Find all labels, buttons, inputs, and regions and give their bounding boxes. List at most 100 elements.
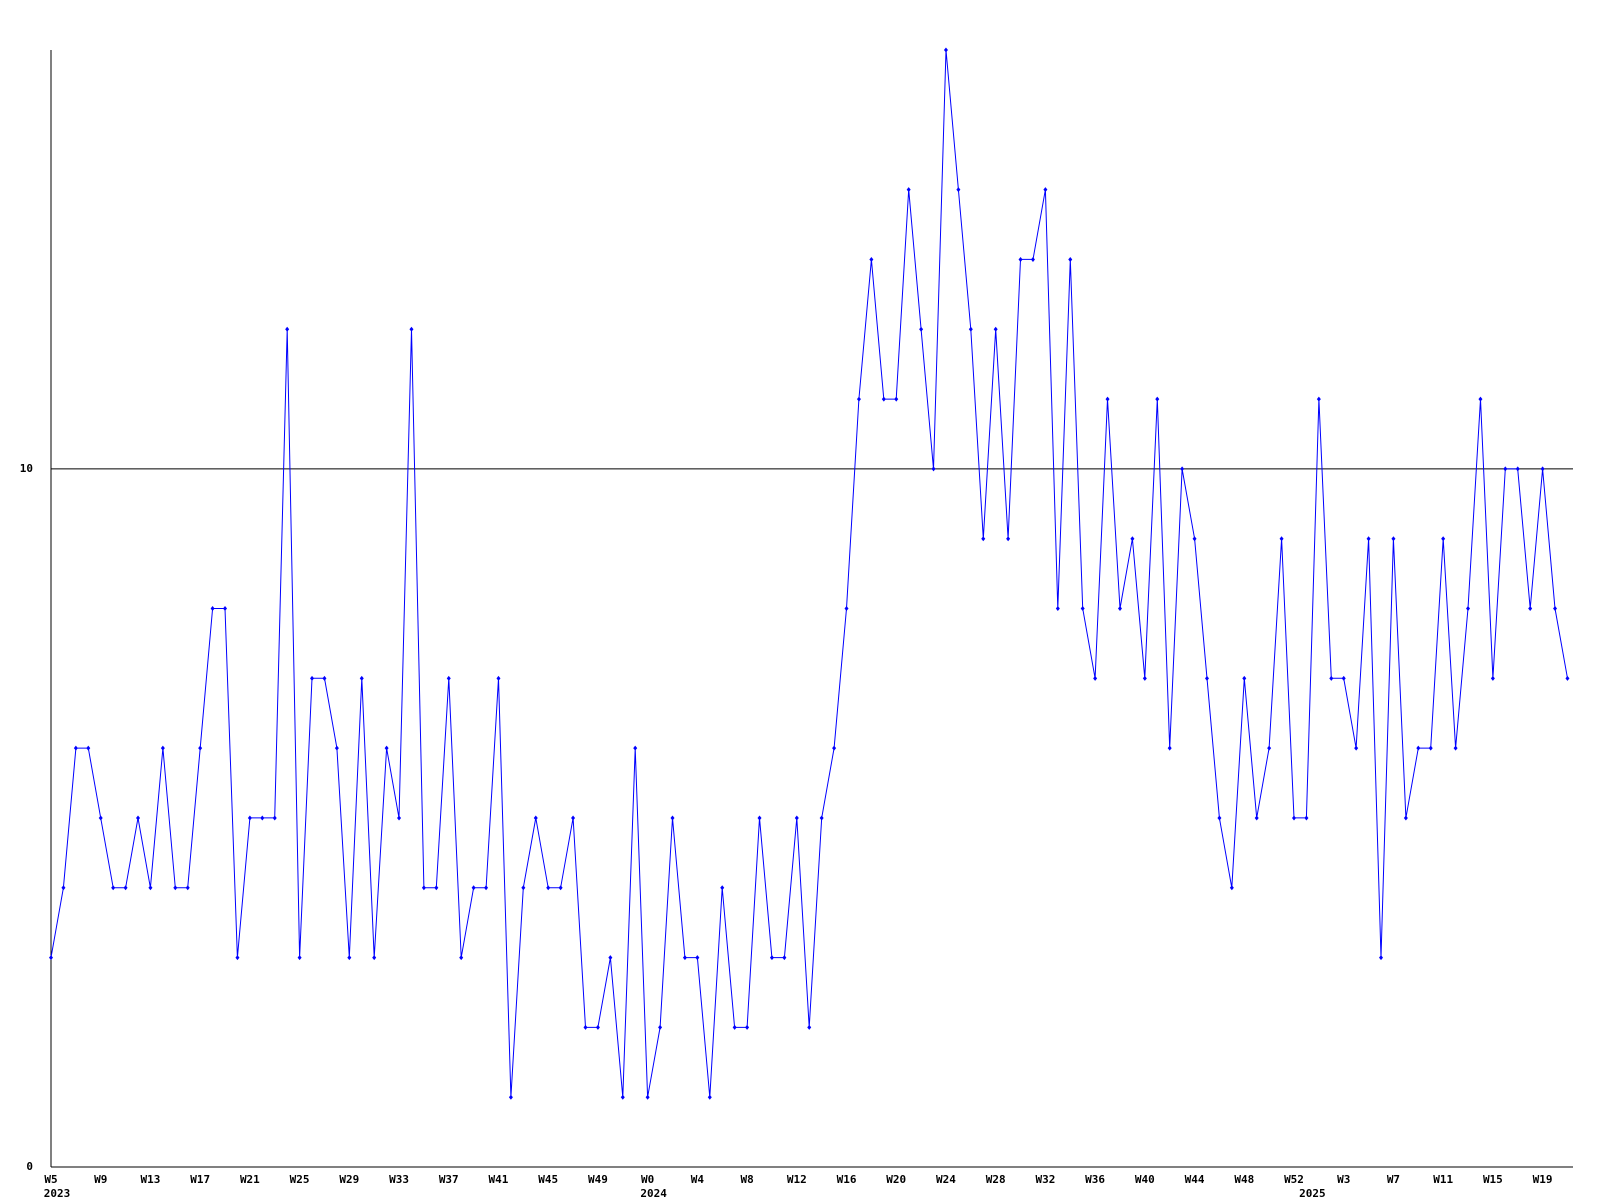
x-tick-label: W49 [588,1173,608,1186]
point [1142,675,1147,681]
point [1329,675,1334,681]
point [533,815,538,821]
x-tick-label: W12 [787,1173,807,1186]
x-tick-label: W19 [1533,1173,1553,1186]
point [695,955,700,961]
point [86,745,91,751]
point [1217,815,1222,821]
point [1192,536,1197,542]
point [496,675,501,681]
point [1354,745,1359,751]
point [819,815,824,821]
point [1068,256,1073,262]
point [732,1024,737,1030]
point [807,1024,812,1030]
x-tick-label: W20 [886,1173,906,1186]
point [1279,536,1284,542]
point [484,885,489,891]
point [1366,536,1371,542]
point [73,745,78,751]
point [397,815,402,821]
point [185,885,190,891]
point [956,187,961,193]
point [1391,536,1396,542]
point [633,745,638,751]
point [1341,675,1346,681]
x-tick-label: W21 [240,1173,260,1186]
point [720,885,725,891]
y-tick-label: 10 [20,462,33,475]
point [160,745,165,751]
point [1130,536,1135,542]
y-tick-label: 0 [26,1160,33,1173]
point [1428,745,1433,751]
point [384,745,389,751]
point [769,955,774,961]
point [1304,815,1309,821]
point [1080,606,1085,611]
point [247,815,252,821]
point [98,815,103,821]
point [421,885,426,891]
point [620,1094,625,1100]
point [1267,745,1272,751]
point [1379,955,1384,961]
point [471,885,476,891]
point [1540,466,1545,472]
point [869,256,874,262]
point [943,47,948,53]
point [123,885,128,891]
x-tick-label: W17 [190,1173,210,1186]
x-tick-label: W8 [740,1173,753,1186]
point [285,326,290,332]
point [906,187,911,193]
year-label: 2025 [1299,1187,1326,1200]
point [782,955,787,961]
point [856,396,861,402]
point [546,885,551,891]
point [794,815,799,821]
point [981,536,986,542]
point [446,675,451,681]
x-tick-label: W3 [1337,1173,1350,1186]
x-tick-label: W45 [538,1173,558,1186]
point [409,326,414,332]
point [745,1024,750,1030]
point [272,815,277,821]
point [1055,606,1060,611]
point [1018,256,1023,262]
point [148,885,153,891]
x-tick-label: W4 [691,1173,705,1186]
x-tick-label: W33 [389,1173,409,1186]
point [198,745,203,751]
year-label: 2023 [44,1187,71,1200]
year-label: 2024 [640,1187,667,1200]
x-tick-label: W36 [1085,1173,1105,1186]
point [583,1024,588,1030]
point [1093,675,1098,681]
x-tick-label: W32 [1035,1173,1055,1186]
point [832,745,837,751]
line [50,49,1568,1098]
point [881,396,886,402]
point [1466,606,1471,611]
point [1242,675,1247,681]
x-tick-label: W48 [1234,1173,1254,1186]
x-tick-label: W40 [1135,1173,1155,1186]
x-tick-label: W11 [1433,1173,1453,1186]
point [434,885,439,891]
point [1006,536,1011,542]
point [1565,675,1570,681]
point [658,1024,663,1030]
point [707,1094,712,1100]
point [223,606,228,611]
point [1528,606,1533,611]
x-tick-label: W16 [837,1173,857,1186]
point [1478,396,1483,402]
x-tick-label: W28 [986,1173,1006,1186]
point [61,885,66,891]
point [894,396,899,402]
x-tick-label: W25 [290,1173,310,1186]
point [1316,396,1321,402]
point [595,1024,600,1030]
